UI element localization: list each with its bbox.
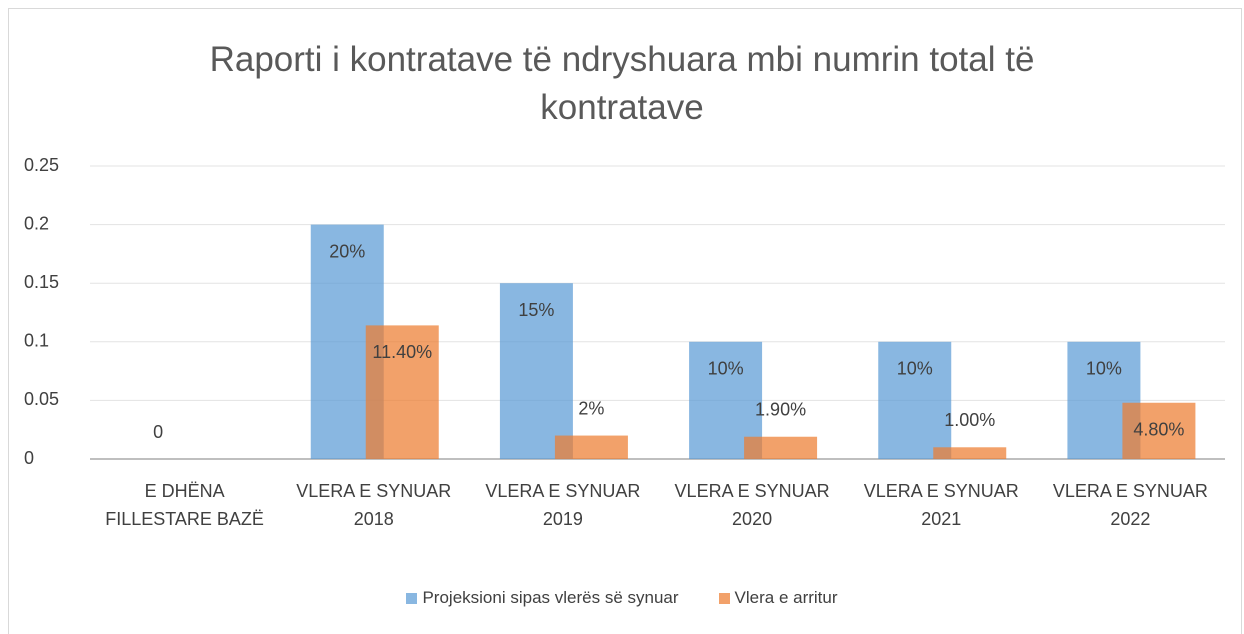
data-label: 20% [329,241,365,261]
y-tick-label: 0.2 [24,213,49,233]
data-label: 1.00% [944,410,995,430]
bar [365,325,439,459]
bar [1122,402,1196,459]
x-tick-label: VLERA E SYNUAR 2021 [863,481,1019,529]
y-tick-label: 0 [24,448,34,468]
legend-item: Vlera e arritur [718,588,838,608]
bar [554,435,628,459]
y-tick-label: 0.25 [24,155,59,175]
chart-title: Raporti i kontratave të ndryshuara mbi n… [209,40,1035,127]
data-label: 4.80% [1133,419,1184,439]
legend-label: Projeksioni sipas vlerës së synuar [422,588,679,607]
legend-swatch [718,592,730,604]
data-label: 2% [578,398,604,418]
x-tick-label: VLERA E SYNUAR 2018 [296,481,452,529]
legend-swatch [406,592,418,604]
x-tick-label: VLERA E SYNUAR 2022 [1052,481,1208,529]
data-label: 15% [518,300,554,320]
legend-label: Vlera e arritur [734,588,838,607]
data-label: 10% [897,359,933,379]
bar [499,283,573,459]
data-label: 0 [153,422,163,442]
chart-frame [8,8,1242,634]
data-label: 11.40% [372,342,432,362]
data-label: 1.90% [755,399,806,419]
x-tick-label: E DHËNA FILLESTARE BAZË [105,481,264,529]
bar [744,436,818,459]
legend: Projeksioni sipas vlerës së synuar Vlera … [0,588,1244,608]
legend-item: Projeksioni sipas vlerës së synuar [406,588,679,608]
x-tick-label: VLERA E SYNUAR 2019 [485,481,641,529]
y-tick-label: 0.05 [24,389,59,409]
y-tick-label: 0.1 [24,331,49,351]
bar [878,341,952,459]
data-label: 10% [708,359,744,379]
x-tick-label: VLERA E SYNUAR 2020 [674,481,830,529]
data-label: 10% [1086,359,1122,379]
y-tick-label: 0.15 [24,272,59,292]
bar [933,447,1007,459]
